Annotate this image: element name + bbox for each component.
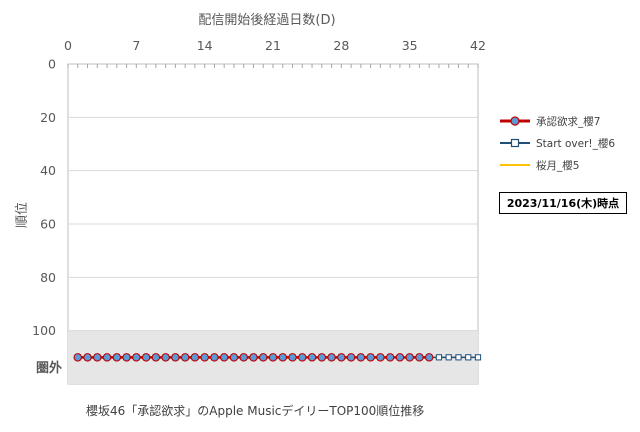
series-point-shounin-yokkyu <box>258 353 268 362</box>
series-point-shounin-yokkyu <box>73 353 83 362</box>
series-point-shounin-yokkyu <box>424 353 434 362</box>
series-point-shounin-yokkyu <box>415 353 424 362</box>
series-point-shounin-yokkyu <box>229 353 239 362</box>
legend-key-series-2 <box>500 138 530 148</box>
as-of-date-box: 2023/11/16(木)時点 <box>499 192 627 214</box>
legend-item: 桜月_櫻5 <box>498 154 638 176</box>
grid-lines <box>68 63 478 332</box>
y-axis-title: 順位 <box>15 202 30 228</box>
x-tick-label: 0 <box>64 38 72 53</box>
legend: 承認欲求_櫻7 Start over!_櫻6 桜月_櫻5 <box>498 110 638 176</box>
series-point-shounin-yokkyu <box>102 353 112 362</box>
series-point-shounin-yokkyu <box>190 353 200 362</box>
chart-caption: 櫻坂46「承認欲求」のApple MusicデイリーTOP100順位推移 <box>86 404 425 418</box>
y-tick-label: 40 <box>40 163 56 178</box>
series-point-shounin-yokkyu <box>219 353 229 362</box>
legend-key-series-1 <box>500 116 530 126</box>
series-point-shounin-yokkyu <box>132 353 141 362</box>
series-point-shounin-yokkyu <box>141 353 151 362</box>
series-point-shounin-yokkyu <box>249 353 258 362</box>
x-tick-label: 42 <box>470 38 486 53</box>
series-point-shounin-yokkyu <box>307 353 317 362</box>
series-point-shounin-yokkyu <box>122 353 131 362</box>
legend-label: 承認欲求_櫻7 <box>536 115 601 128</box>
y-tick-labels: 0 20 40 60 80 100 <box>32 57 56 339</box>
series-point-shounin-yokkyu <box>210 353 219 362</box>
y-tick-label: 100 <box>32 323 56 338</box>
series-point-start-over <box>455 354 462 361</box>
series-point-shounin-yokkyu <box>337 353 346 362</box>
x-tick-label: 14 <box>197 38 213 53</box>
x-axis-title: 配信開始後経過日数(D) <box>198 13 335 28</box>
series-point-shounin-yokkyu <box>298 353 307 362</box>
series-point-shounin-yokkyu <box>405 353 414 362</box>
x-tick-label: 21 <box>265 38 281 53</box>
series-point-shounin-yokkyu <box>366 353 375 362</box>
series-point-shounin-yokkyu <box>376 353 385 362</box>
series-point-shounin-yokkyu <box>346 353 356 362</box>
legend-item: Start over!_櫻6 <box>498 132 638 154</box>
series-point-start-over <box>465 354 472 361</box>
series-point-shounin-yokkyu <box>93 353 102 362</box>
x-tick-label: 7 <box>132 38 140 53</box>
series-point-shounin-yokkyu <box>171 353 180 362</box>
series-point-shounin-yokkyu <box>180 353 190 362</box>
series-point-start-over <box>435 354 443 361</box>
series-point-shounin-yokkyu <box>161 353 170 362</box>
x-minor-ticks <box>67 63 479 68</box>
series-point-start-over <box>474 354 482 361</box>
series-point-shounin-yokkyu <box>327 353 336 362</box>
series-point-shounin-yokkyu <box>317 353 327 362</box>
x-tick-label: 28 <box>333 38 349 53</box>
y-tick-label: 60 <box>40 217 56 232</box>
series-point-shounin-yokkyu <box>112 353 122 362</box>
legend-label: 桜月_櫻5 <box>536 159 580 172</box>
series-point-shounin-yokkyu <box>356 353 366 362</box>
series-point-start-over <box>445 354 452 361</box>
series-point-shounin-yokkyu <box>385 353 395 362</box>
out-of-chart-label: 圏外 <box>36 360 62 376</box>
series-point-shounin-yokkyu <box>239 353 248 362</box>
legend-label: Start over!_櫻6 <box>536 137 616 150</box>
series-point-shounin-yokkyu <box>200 353 209 362</box>
series-point-shounin-yokkyu <box>83 353 92 362</box>
legend-key-series-3 <box>500 164 530 166</box>
y-tick-label: 0 <box>48 57 56 72</box>
legend-item: 承認欲求_櫻7 <box>498 110 638 132</box>
x-tick-label: 35 <box>402 38 418 53</box>
series-layer <box>73 353 482 362</box>
y-tick-label: 20 <box>40 110 56 125</box>
series-point-shounin-yokkyu <box>268 353 278 362</box>
x-tick-labels: 0 7 14 21 28 35 42 <box>64 38 486 53</box>
y-tick-label: 80 <box>40 270 56 285</box>
series-point-shounin-yokkyu <box>278 353 288 362</box>
series-point-shounin-yokkyu <box>151 353 161 362</box>
series-point-shounin-yokkyu <box>288 353 297 362</box>
series-point-shounin-yokkyu <box>395 353 405 362</box>
